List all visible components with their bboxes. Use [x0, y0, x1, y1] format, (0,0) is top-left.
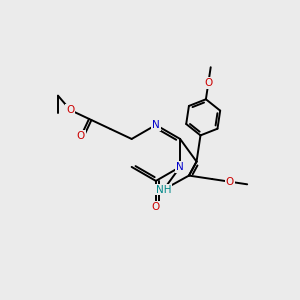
Text: O: O — [66, 105, 74, 115]
Text: NH: NH — [156, 184, 171, 195]
Text: N: N — [152, 120, 160, 130]
Text: N: N — [176, 162, 184, 172]
Text: O: O — [152, 202, 160, 212]
Text: O: O — [204, 78, 212, 88]
Text: O: O — [77, 131, 85, 141]
Text: O: O — [226, 177, 234, 187]
